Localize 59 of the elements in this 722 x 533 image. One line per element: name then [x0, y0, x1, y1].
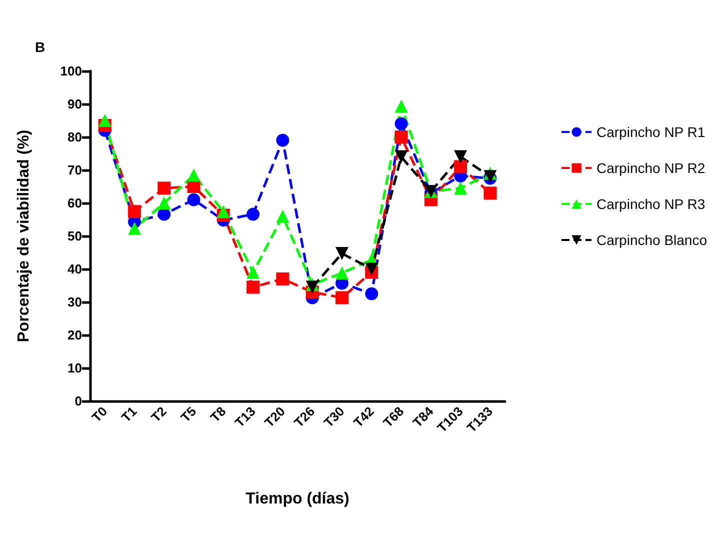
y-tick-label: 10: [68, 360, 82, 376]
y-tick-label: 50: [68, 228, 82, 244]
y-tick-label: 70: [68, 162, 82, 178]
point: [365, 262, 378, 276]
point: [276, 210, 290, 223]
point: [365, 287, 378, 300]
x-tick-label: T84: [410, 403, 437, 430]
point: [128, 205, 141, 218]
y-tick-label: 90: [68, 96, 82, 112]
point: [454, 160, 468, 174]
legend-label: Carpincho Blanco: [596, 232, 708, 248]
x-tick-label: T13: [232, 404, 258, 430]
chart-title: B: [35, 39, 46, 55]
point: [98, 114, 112, 127]
point: [306, 280, 319, 294]
point: [246, 280, 260, 294]
x-tick-label: T2: [148, 404, 170, 426]
point: [158, 182, 171, 195]
y-axis-title: Porcentaje de viabilidad (%): [16, 130, 32, 342]
x-tick-label: T26: [291, 404, 318, 430]
point: [246, 208, 260, 221]
y-tick-label: 30: [68, 294, 82, 310]
x-tick-label: T5: [178, 404, 200, 426]
x-axis-title: Tiempo (días): [246, 490, 350, 508]
point: [394, 130, 408, 144]
point: [276, 272, 290, 286]
legend-label: Carpincho NP R2: [596, 160, 706, 176]
x-tick-label: T30: [320, 404, 348, 430]
x-tick-label: T42: [350, 404, 377, 430]
y-tick-label: 0: [74, 394, 82, 408]
y-tick-label: 40: [68, 262, 82, 276]
point: [158, 208, 171, 221]
x-tick-label: T1: [118, 404, 140, 426]
x-tick-label: T0: [88, 404, 110, 426]
point: [276, 134, 290, 147]
y-tick-label: 60: [68, 196, 82, 210]
point: [335, 291, 348, 304]
point: [335, 246, 348, 260]
y-tick-label: 100: [60, 64, 82, 78]
x-tick-label: T8: [207, 404, 229, 426]
point: [394, 117, 408, 130]
x-tick-label: T20: [262, 404, 288, 430]
point: [454, 182, 468, 195]
point: [394, 100, 408, 113]
x-tick-label: T68: [380, 404, 407, 430]
y-tick-label: 20: [68, 328, 82, 342]
point: [394, 150, 408, 164]
point: [246, 266, 260, 279]
point: [454, 150, 468, 164]
point: [216, 205, 230, 218]
legend-label: Carpincho NP R3: [596, 196, 706, 212]
legend-label: Carpincho NP R1: [596, 124, 706, 140]
y-tick-label: 80: [68, 130, 82, 144]
point: [335, 266, 348, 280]
point: [187, 193, 200, 206]
point: [128, 222, 141, 235]
point: [484, 186, 497, 200]
point: [187, 168, 200, 182]
point: [158, 196, 171, 210]
